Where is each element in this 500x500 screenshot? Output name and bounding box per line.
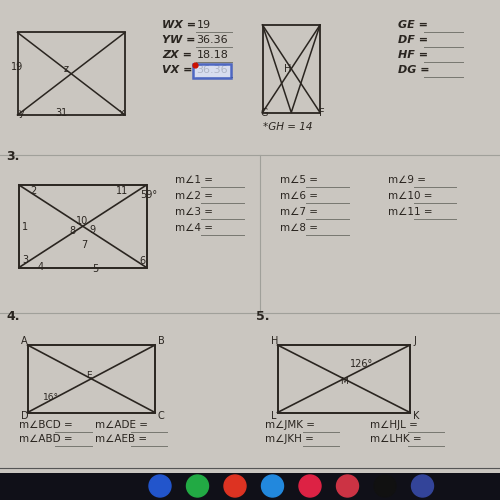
Text: 2: 2 [30, 186, 36, 196]
Text: 5.: 5. [256, 310, 270, 322]
Bar [262, 25, 320, 112]
Text: m∠11 =: m∠11 = [388, 207, 432, 217]
Text: K: K [413, 411, 420, 421]
Text: A: A [21, 336, 28, 346]
Text: 7: 7 [82, 240, 88, 250]
Text: 9: 9 [89, 225, 95, 235]
Text: m∠1 =: m∠1 = [175, 175, 213, 185]
Bar [28, 345, 155, 412]
Circle shape [299, 475, 321, 497]
Bar [0, 472, 500, 500]
Text: m∠BCD =: m∠BCD = [19, 420, 73, 430]
Text: m∠2 =: m∠2 = [175, 191, 213, 201]
Text: m∠3 =: m∠3 = [175, 207, 213, 217]
Text: YW =: YW = [162, 35, 196, 45]
Text: E: E [86, 372, 92, 380]
Text: 19: 19 [11, 62, 23, 72]
Text: 16°: 16° [42, 393, 58, 402]
Text: M: M [340, 376, 348, 386]
Circle shape [262, 475, 283, 497]
Text: L: L [271, 411, 276, 421]
Text: 3: 3 [22, 255, 28, 265]
Text: m∠ABD =: m∠ABD = [19, 434, 72, 444]
Circle shape [412, 475, 434, 497]
Circle shape [149, 475, 171, 497]
Text: H: H [271, 336, 278, 346]
Text: F: F [318, 108, 324, 118]
Text: VX =: VX = [162, 65, 193, 75]
Circle shape [374, 475, 396, 497]
Text: m∠6 =: m∠6 = [280, 191, 318, 201]
Text: 10: 10 [76, 216, 88, 226]
Text: m∠5 =: m∠5 = [280, 175, 318, 185]
Text: DG =: DG = [398, 65, 429, 75]
Text: D: D [21, 411, 28, 421]
Bar [19, 185, 146, 268]
Text: 19: 19 [196, 20, 210, 30]
Text: m∠ADE =: m∠ADE = [95, 420, 148, 430]
Text: m∠8 =: m∠8 = [280, 223, 318, 233]
Circle shape [336, 475, 358, 497]
Text: m∠HJL =: m∠HJL = [370, 420, 418, 430]
Text: WX =: WX = [162, 20, 196, 30]
Text: 5: 5 [92, 264, 99, 274]
Text: x: x [119, 108, 125, 118]
Text: 8: 8 [69, 226, 75, 236]
Text: 4.: 4. [6, 310, 20, 322]
Text: 1: 1 [22, 222, 28, 232]
Text: m∠JMK =: m∠JMK = [265, 420, 315, 430]
Bar [278, 345, 410, 412]
Text: ZX =: ZX = [162, 50, 192, 60]
Bar [18, 32, 125, 115]
Text: m∠7 =: m∠7 = [280, 207, 318, 217]
Text: GE =: GE = [398, 20, 428, 30]
Text: z: z [64, 64, 69, 74]
Text: 59°: 59° [140, 190, 157, 200]
Text: m∠9 =: m∠9 = [388, 175, 426, 185]
Text: 6: 6 [139, 256, 145, 266]
Text: C: C [158, 411, 165, 421]
Text: B: B [158, 336, 165, 346]
Text: 11: 11 [116, 186, 128, 196]
Text: *GH = 14: *GH = 14 [263, 122, 312, 132]
Text: m∠LHK =: m∠LHK = [370, 434, 422, 444]
Text: HF =: HF = [398, 50, 428, 60]
Text: 36.36: 36.36 [196, 35, 228, 45]
Circle shape [186, 475, 208, 497]
Text: 36.36: 36.36 [196, 65, 228, 75]
Text: m∠4 =: m∠4 = [175, 223, 213, 233]
Text: m∠JKH =: m∠JKH = [265, 434, 314, 444]
FancyBboxPatch shape [193, 64, 231, 78]
Text: G: G [260, 108, 268, 118]
Text: J: J [413, 336, 416, 346]
Circle shape [224, 475, 246, 497]
Text: DF =: DF = [398, 35, 428, 45]
Text: m∠AEB =: m∠AEB = [95, 434, 147, 444]
Text: 4: 4 [38, 262, 44, 272]
Text: 126°: 126° [350, 359, 373, 369]
Text: m∠10 =: m∠10 = [388, 191, 432, 201]
Text: 18.18: 18.18 [196, 50, 228, 60]
Text: y: y [19, 108, 25, 118]
Text: 3.: 3. [6, 150, 20, 162]
Text: 31: 31 [55, 108, 67, 118]
Text: H: H [284, 64, 292, 74]
